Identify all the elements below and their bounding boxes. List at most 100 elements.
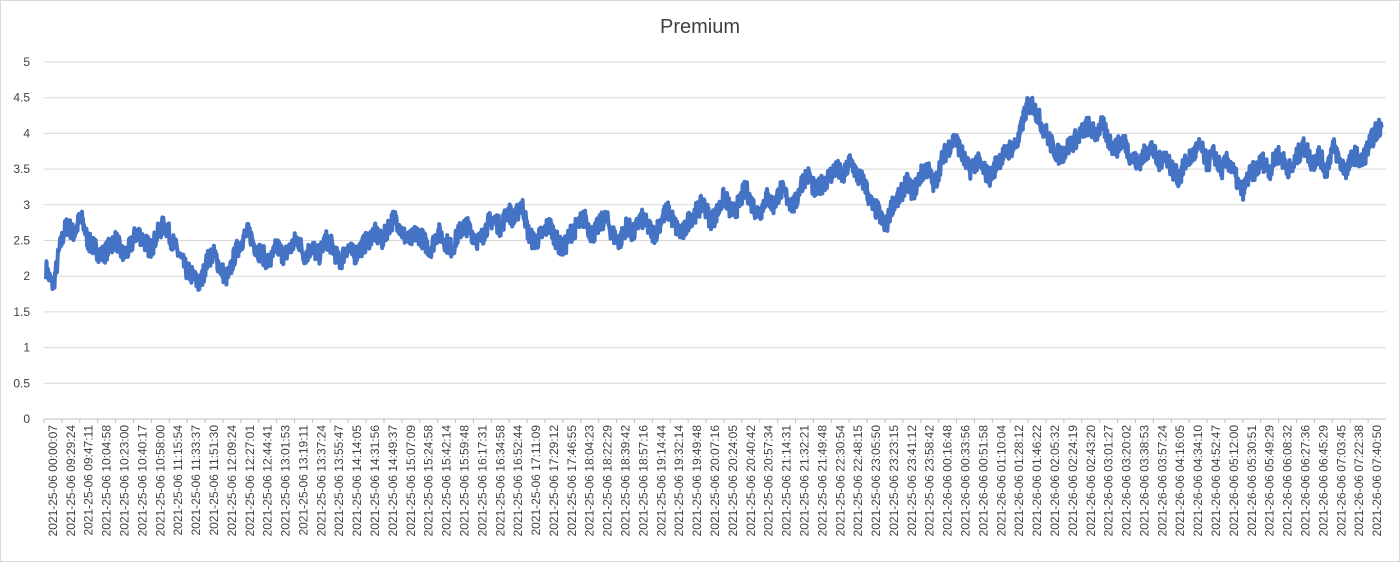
x-tick-label: 2021-26-06 07:22:38 [1352, 425, 1366, 537]
data-point [1114, 146, 1118, 150]
x-tick-label: 2021-26-06 02:43:20 [1084, 425, 1098, 537]
data-point [534, 239, 538, 242]
x-tick-label: 2021-25-06 10:58:00 [153, 425, 167, 537]
data-point [240, 239, 244, 242]
data-point [1163, 153, 1167, 157]
data-point [51, 281, 55, 285]
data-point [1261, 160, 1265, 164]
data-point [135, 231, 139, 235]
data-point [275, 246, 279, 250]
data-point [722, 196, 726, 200]
data-point [527, 231, 531, 235]
data-point [869, 203, 873, 207]
x-tick-label: 2021-25-06 19:14:44 [654, 425, 668, 537]
data-point [695, 210, 699, 214]
x-tick-label: 2021-25-06 10:23:00 [118, 425, 132, 537]
data-point [611, 231, 615, 235]
data-point [58, 246, 62, 250]
data-point [1177, 174, 1181, 178]
x-tick-label: 2021-26-06 03:01:27 [1102, 425, 1116, 537]
data-point [513, 217, 517, 221]
data-point [925, 167, 929, 171]
x-tick-label: 2021-25-06 14:49:37 [386, 425, 400, 537]
data-point [107, 246, 111, 250]
data-point [149, 246, 153, 250]
data-point [380, 239, 384, 242]
x-tick-label: 2021-25-06 10:04:58 [100, 425, 114, 537]
data-point [618, 239, 622, 242]
data-point [1023, 110, 1027, 114]
data-point [128, 246, 132, 250]
data-point [247, 231, 251, 235]
x-tick-label: 2021-25-06 18:57:16 [636, 425, 650, 537]
data-point [1338, 160, 1342, 164]
x-tick-label: 2021-25-06 23:23:15 [887, 425, 901, 537]
data-point [541, 231, 545, 235]
data-point [597, 224, 601, 228]
data-point [506, 210, 510, 214]
data-point [1282, 160, 1286, 164]
data-point [212, 253, 216, 257]
data-point [401, 231, 405, 235]
x-tick-label: 2021-26-06 05:49:29 [1263, 425, 1277, 537]
x-tick-label: 2021-26-06 03:20:02 [1120, 425, 1134, 537]
x-tick-label: 2021-26-06 04:16:05 [1173, 425, 1187, 537]
data-point [1380, 124, 1384, 128]
data-point [177, 253, 181, 257]
x-tick-label: 2021-25-06 18:22:29 [601, 425, 615, 537]
data-point [848, 160, 852, 164]
data-point [44, 267, 48, 271]
data-point [303, 253, 307, 257]
x-tick-label: 2021-25-06 17:29:12 [547, 425, 561, 537]
x-tick-label: 2021-26-06 05:12:00 [1227, 425, 1241, 537]
x-tick-label: 2021-25-06 12:27:01 [243, 425, 257, 537]
x-tick-label: 2021-26-06 02:05:32 [1048, 425, 1062, 537]
data-point [667, 210, 671, 214]
x-tick-label: 2021-26-06 03:38:53 [1137, 425, 1151, 537]
data-point [890, 203, 894, 207]
data-point [1359, 160, 1363, 164]
data-point [1037, 117, 1041, 121]
data-point [1128, 153, 1132, 157]
data-point [820, 181, 824, 185]
data-point [862, 181, 866, 185]
data-point [1009, 146, 1013, 150]
data-point [646, 224, 650, 228]
x-tick-label: 2021-25-06 15:24:58 [422, 425, 436, 537]
data-point [632, 231, 636, 235]
data-point [1002, 153, 1006, 157]
data-point [736, 203, 740, 207]
y-tick-label: 3.5 [13, 162, 30, 176]
y-tick-label: 2 [23, 269, 30, 283]
x-tick-label: 2021-25-06 19:32:14 [672, 425, 686, 537]
x-tick-label: 2021-25-06 20:40:42 [744, 425, 758, 537]
data-point [1086, 124, 1090, 128]
data-point [366, 239, 370, 242]
data-point [681, 231, 685, 235]
data-point [1331, 146, 1335, 150]
chart-title: Premium [659, 16, 740, 38]
data-point [1149, 146, 1153, 150]
data-point [436, 231, 440, 235]
data-point [1100, 124, 1104, 128]
data-point [338, 260, 342, 264]
data-point [345, 246, 349, 250]
data-point [1247, 174, 1251, 178]
x-tick-label: 2021-26-06 01:10:04 [994, 425, 1008, 537]
x-tick-label: 2021-25-06 20:24:05 [726, 425, 740, 537]
x-tick-label: 2021-25-06 12:44:41 [261, 425, 275, 537]
x-tick-label: 2021-25-06 14:14:05 [350, 425, 364, 537]
x-tick-label: 2021-25-06 23:41:12 [905, 425, 919, 537]
x-tick-label: 2021-25-06 16:17:31 [475, 425, 489, 537]
data-point [359, 246, 363, 250]
data-point [254, 246, 258, 250]
data-point [429, 246, 433, 250]
data-point [1345, 167, 1349, 171]
data-point [1268, 167, 1272, 171]
data-point [121, 253, 125, 257]
data-point [764, 196, 768, 200]
data-point [995, 160, 999, 164]
data-point [709, 217, 713, 221]
data-point [932, 181, 936, 185]
y-tick-label: 1 [23, 341, 30, 355]
